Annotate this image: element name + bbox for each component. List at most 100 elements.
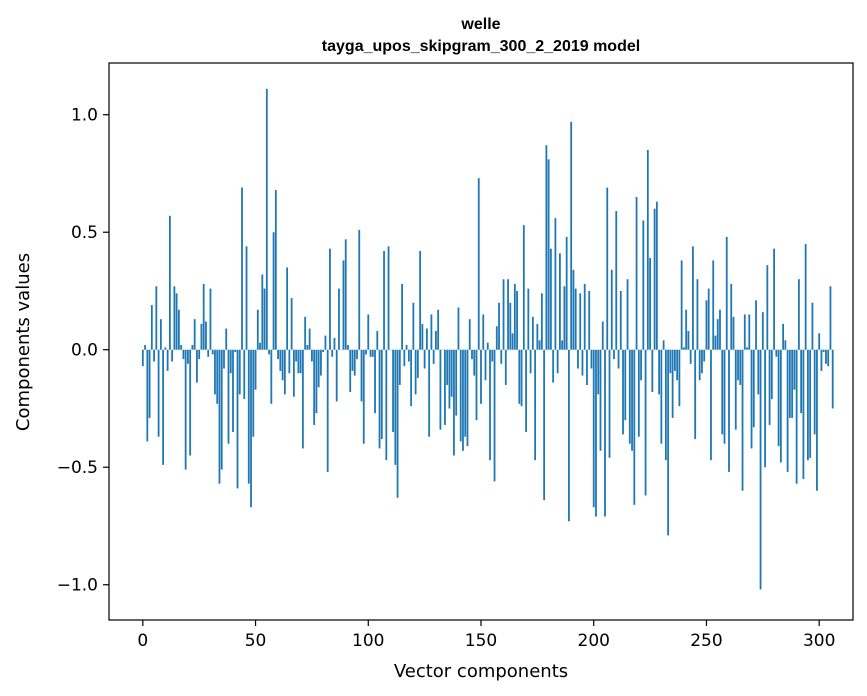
bar-component-230 xyxy=(660,349,663,444)
bar-component-42 xyxy=(236,349,239,489)
bar-component-264 xyxy=(737,349,739,381)
bar-component-170 xyxy=(525,349,527,432)
bar-component-276 xyxy=(764,349,766,468)
bar-component-223 xyxy=(644,349,647,496)
bar-component-67 xyxy=(292,349,295,397)
bar-component-278 xyxy=(768,349,771,425)
bar-component-287 xyxy=(788,349,791,418)
bar-component-187 xyxy=(563,286,566,350)
bar-component-38 xyxy=(227,349,230,444)
bar-component-74 xyxy=(308,328,311,350)
bar-component-59 xyxy=(274,189,277,350)
bar-component-300 xyxy=(818,333,821,350)
bar-component-4 xyxy=(150,305,153,350)
bar-component-41 xyxy=(234,349,237,353)
bar-component-86 xyxy=(335,349,338,402)
bar-component-92 xyxy=(349,349,352,393)
bar-component-51 xyxy=(256,309,259,350)
bar-component-1 xyxy=(144,345,146,350)
bar-component-141 xyxy=(459,349,462,442)
bar-component-139 xyxy=(455,349,458,416)
bar-component-292 xyxy=(800,349,803,414)
bar-component-30 xyxy=(209,288,212,350)
bar-component-209 xyxy=(613,349,615,360)
bar-component-225 xyxy=(649,258,651,350)
bar-component-50 xyxy=(254,349,257,390)
bar-component-146 xyxy=(471,349,473,360)
bar-component-174 xyxy=(534,349,537,461)
bar-component-71 xyxy=(301,349,304,449)
bar-component-28 xyxy=(205,321,207,350)
bar-component-303 xyxy=(825,349,827,364)
bar-component-121 xyxy=(414,349,417,395)
bar-component-126 xyxy=(425,328,428,350)
bar-component-5 xyxy=(153,349,155,362)
bar-component-63 xyxy=(283,349,286,395)
bar-component-87 xyxy=(338,288,340,350)
bar-component-132 xyxy=(439,349,442,430)
y-tick-label-0: −1.0 xyxy=(57,576,98,596)
bar-component-49 xyxy=(252,349,255,437)
bar-component-216 xyxy=(628,349,631,444)
bar-component-262 xyxy=(732,316,735,350)
bar-component-162 xyxy=(507,279,509,350)
bar-component-89 xyxy=(342,260,345,350)
bar-component-17 xyxy=(180,345,183,350)
bar-component-130 xyxy=(435,330,437,350)
bar-component-242 xyxy=(687,330,690,350)
bar-component-160 xyxy=(502,279,505,350)
bar-component-53 xyxy=(261,274,264,350)
bar-component-76 xyxy=(313,349,316,425)
bar-component-134 xyxy=(444,349,446,425)
bar-component-143 xyxy=(464,349,467,437)
bar-component-2 xyxy=(146,349,149,442)
bar-component-201 xyxy=(595,349,597,517)
bar-component-93 xyxy=(351,349,354,371)
bar-component-226 xyxy=(651,349,654,393)
bar-component-3 xyxy=(148,349,151,418)
x-tick-label-100: 100 xyxy=(352,631,384,651)
bar-component-243 xyxy=(689,349,692,364)
bar-component-44 xyxy=(241,187,243,350)
bar-component-257 xyxy=(721,349,724,435)
bar-component-206 xyxy=(606,187,609,350)
bar-component-148 xyxy=(475,349,478,421)
bar-component-145 xyxy=(468,319,471,350)
bar-component-29 xyxy=(207,349,210,357)
bar-series xyxy=(141,88,834,590)
bar-component-296 xyxy=(809,349,812,458)
bar-component-157 xyxy=(495,326,498,350)
bar-component-240 xyxy=(683,347,685,350)
bar-component-79 xyxy=(320,349,322,376)
bar-component-55 xyxy=(265,88,268,350)
bar-component-100 xyxy=(367,314,370,350)
bar-component-56 xyxy=(268,349,270,355)
bar-component-299 xyxy=(816,349,818,491)
bar-component-118 xyxy=(407,349,410,362)
bar-component-211 xyxy=(617,349,620,369)
bar-component-179 xyxy=(545,145,548,350)
bar-component-70 xyxy=(299,349,302,374)
bar-component-108 xyxy=(385,349,388,461)
bar-component-150 xyxy=(480,349,482,404)
bar-component-164 xyxy=(511,333,514,350)
bar-component-203 xyxy=(599,349,602,451)
bar-component-177 xyxy=(540,293,543,350)
bar-component-91 xyxy=(347,345,349,350)
bar-component-165 xyxy=(513,283,516,350)
bar-component-99 xyxy=(365,349,367,355)
bar-component-205 xyxy=(604,349,606,517)
bar-component-98 xyxy=(362,349,365,444)
bar-component-259 xyxy=(725,236,728,350)
bar-component-48 xyxy=(250,349,252,508)
bar-component-20 xyxy=(187,349,189,364)
bar-component-168 xyxy=(520,349,523,407)
bar-component-163 xyxy=(509,302,512,350)
bar-component-65 xyxy=(288,349,291,374)
bar-component-119 xyxy=(410,349,413,407)
bar-component-154 xyxy=(489,349,491,461)
bar-component-123 xyxy=(419,251,422,350)
chart-subtitle: tayga_upos_skipgram_300_2_2019 model xyxy=(322,38,640,55)
bar-component-188 xyxy=(565,236,568,350)
bar-component-125 xyxy=(423,349,426,369)
